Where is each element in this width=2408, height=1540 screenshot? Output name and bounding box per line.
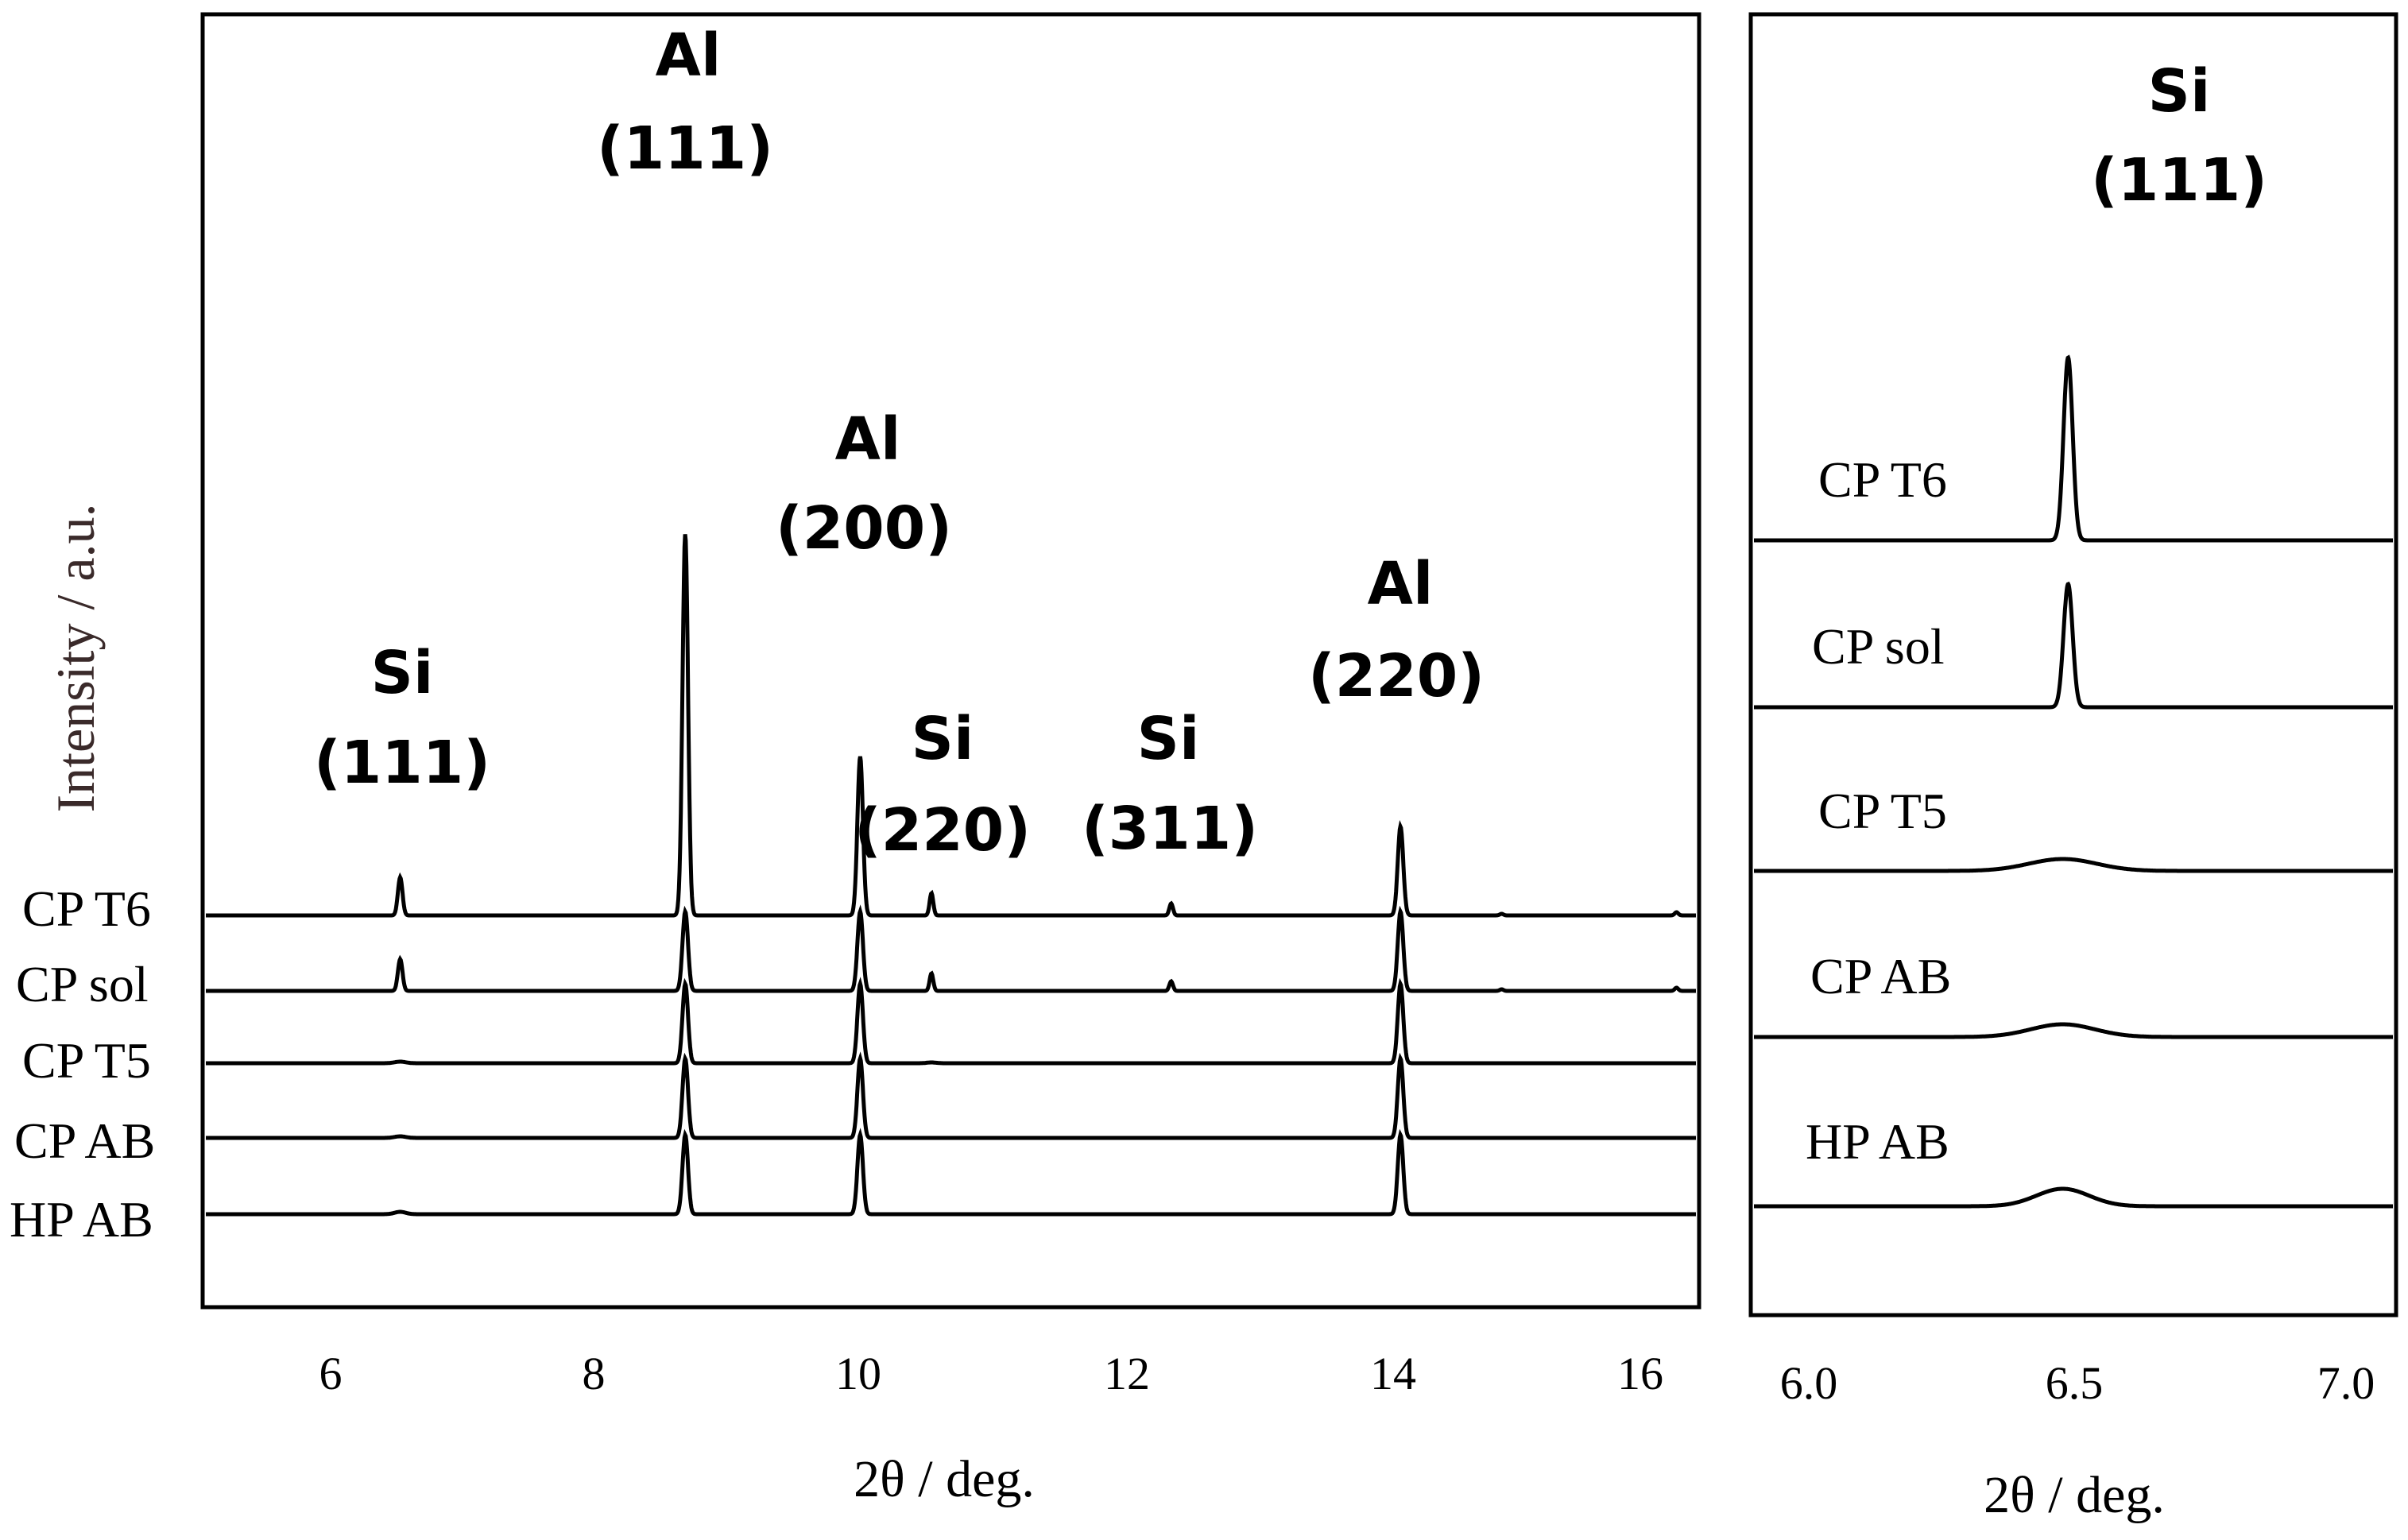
annotation-element: Si [371, 639, 434, 707]
series-label-cp-ab: CP AB [14, 1112, 155, 1169]
left-y-axis-label: Intensity / a.u. [45, 503, 106, 812]
left-x-tick-label: 6 [319, 1348, 343, 1399]
right-series-line-hp-ab [1754, 1186, 2393, 1209]
left-x-ticks: 6 8 10 12 14 16 [319, 1348, 1664, 1399]
annotation-element: Al [1368, 550, 1434, 618]
annotation-element: Si [912, 705, 974, 773]
right-legend-labels: CP T6 CP sol CP T5 CP AB HP AB [1806, 451, 1951, 1170]
right-series-group [1754, 354, 2393, 1209]
series-line-cp-t6 [206, 534, 1696, 918]
right-plot-frame [1748, 12, 2398, 1318]
right-x-tick-label: 7.0 [2317, 1357, 2375, 1409]
right-series-line-cp-t6 [1754, 354, 2393, 543]
series-label-cp-t6: CP T6 [22, 880, 151, 937]
right-series-line-cp-ab [1754, 1022, 2393, 1039]
annotation-element: Al [656, 21, 722, 90]
series-label-cp-sol: CP sol [16, 956, 149, 1012]
series-line-cp-sol [206, 904, 1696, 993]
annotation-plane: (220) [854, 796, 1031, 865]
right-series-label-cp-sol: CP sol [1812, 618, 1945, 675]
series-line-hp-ab [206, 1128, 1696, 1217]
series-line-cp-t5 [206, 977, 1696, 1066]
annotation-element: Si [1137, 705, 1200, 773]
right-series-label-cp-t5: CP T5 [1818, 783, 1947, 839]
annotation-plane: (111) [2091, 146, 2267, 215]
annotation-element: Si [2148, 57, 2211, 126]
right-series-line-cp-sol [1754, 581, 2393, 710]
right-x-ticks: 6.0 6.5 7.0 [1780, 1357, 2375, 1409]
left-x-tick-label: 12 [1104, 1348, 1150, 1399]
left-series-group [206, 534, 1696, 1217]
annotation-element: Al [835, 405, 901, 474]
series-label-hp-ab: HP AB [10, 1191, 153, 1248]
annotation-plane: (200) [776, 494, 952, 563]
series-label-cp-t5: CP T5 [22, 1032, 151, 1089]
annotation-plane: (311) [1082, 795, 1258, 863]
annotation-plane: (220) [1308, 642, 1485, 710]
series-line-cp-ab [206, 1051, 1696, 1140]
left-legend-labels: CP T6 CP sol CP T5 CP AB HP AB [10, 880, 155, 1248]
right-x-axis-label: 2θ / deg. [1984, 1466, 2165, 1524]
annotation-plane: (111) [314, 729, 490, 797]
right-series-label-cp-t6: CP T6 [1818, 451, 1947, 508]
right-x-tick-label: 6.5 [2046, 1357, 2104, 1409]
left-peak-annotations: Si (111) Al (111) Al (200) Si (220) Si (… [314, 21, 1485, 865]
right-peak-annotations: Si (111) [2091, 57, 2267, 215]
right-series-line-cp-t5 [1754, 857, 2393, 873]
left-x-tick-label: 8 [583, 1348, 606, 1399]
right-series-label-cp-ab: CP AB [1810, 948, 1951, 1004]
left-x-tick-label: 16 [1617, 1348, 1663, 1399]
left-x-axis-label: 2θ / deg. [854, 1450, 1035, 1508]
annotation-plane: (111) [597, 114, 773, 183]
left-x-tick-label: 10 [835, 1348, 881, 1399]
left-plot-frame [200, 12, 1701, 1310]
left-x-tick-label: 14 [1370, 1348, 1416, 1399]
right-x-tick-label: 6.0 [1780, 1357, 1838, 1409]
right-series-label-hp-ab: HP AB [1806, 1113, 1949, 1170]
